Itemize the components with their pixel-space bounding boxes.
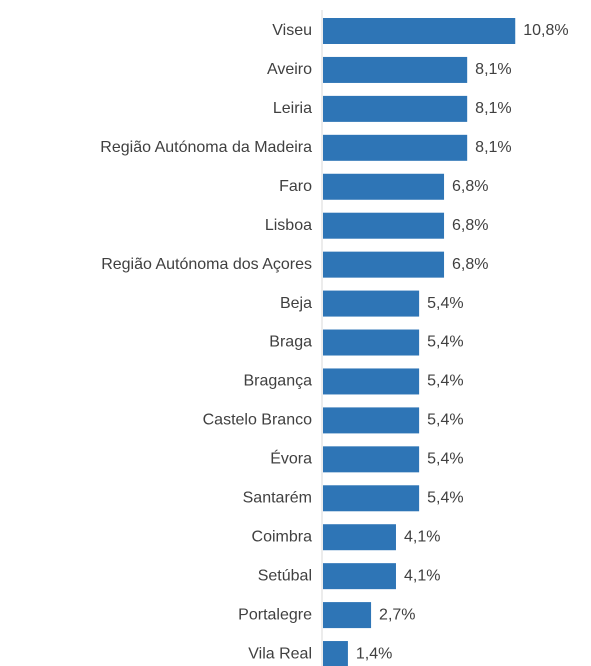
- bar: [323, 173, 445, 200]
- bar: [323, 524, 396, 551]
- category-label: Santarém: [243, 489, 312, 506]
- category-label: Setúbal: [258, 567, 312, 584]
- value-label: 2,7%: [379, 606, 415, 623]
- category-label: Braga: [269, 334, 312, 351]
- value-label: 6,8%: [452, 217, 488, 234]
- value-label: 6,8%: [452, 256, 488, 273]
- value-label: 10,8%: [523, 22, 568, 39]
- category-label: Lisboa: [265, 217, 312, 234]
- bar: [323, 602, 372, 629]
- bar: [323, 95, 468, 122]
- value-label: 5,4%: [427, 295, 463, 312]
- category-label: Portalegre: [238, 606, 312, 623]
- value-label: 5,4%: [427, 412, 463, 429]
- value-label: 6,8%: [452, 178, 488, 195]
- bar: [323, 641, 348, 666]
- category-label: Leiria: [273, 100, 312, 117]
- value-label: 5,4%: [427, 489, 463, 506]
- bar: [323, 407, 420, 434]
- bar: [323, 212, 445, 239]
- bar: [323, 251, 445, 278]
- bar: [323, 329, 420, 356]
- bar: [323, 446, 420, 473]
- value-label: 4,1%: [404, 528, 440, 545]
- category-label: Região Autónoma dos Açores: [101, 256, 312, 273]
- value-label: 5,4%: [427, 373, 463, 390]
- category-label: Beja: [280, 295, 312, 312]
- category-label: Aveiro: [267, 61, 312, 78]
- bar: [323, 368, 420, 395]
- bar: [323, 290, 420, 317]
- value-label: 5,4%: [427, 451, 463, 468]
- bar: [323, 485, 420, 512]
- value-label: 4,1%: [404, 567, 440, 584]
- category-label: Bragança: [244, 373, 313, 390]
- category-label: Faro: [279, 178, 312, 195]
- bar: [323, 56, 468, 83]
- category-label: Évora: [270, 449, 312, 468]
- value-label: 8,1%: [475, 61, 511, 78]
- value-label: 8,1%: [475, 139, 511, 156]
- value-label: 5,4%: [427, 334, 463, 351]
- value-label: 1,4%: [356, 645, 392, 662]
- category-label: Castelo Branco: [203, 412, 312, 429]
- bar: [323, 18, 516, 44]
- value-label: 8,1%: [475, 100, 511, 117]
- bar: [323, 563, 396, 590]
- bar: [323, 134, 468, 161]
- category-label: Viseu: [272, 22, 312, 39]
- category-label: Coimbra: [252, 528, 313, 545]
- category-label: Região Autónoma da Madeira: [100, 139, 312, 156]
- category-label: Vila Real: [248, 645, 312, 662]
